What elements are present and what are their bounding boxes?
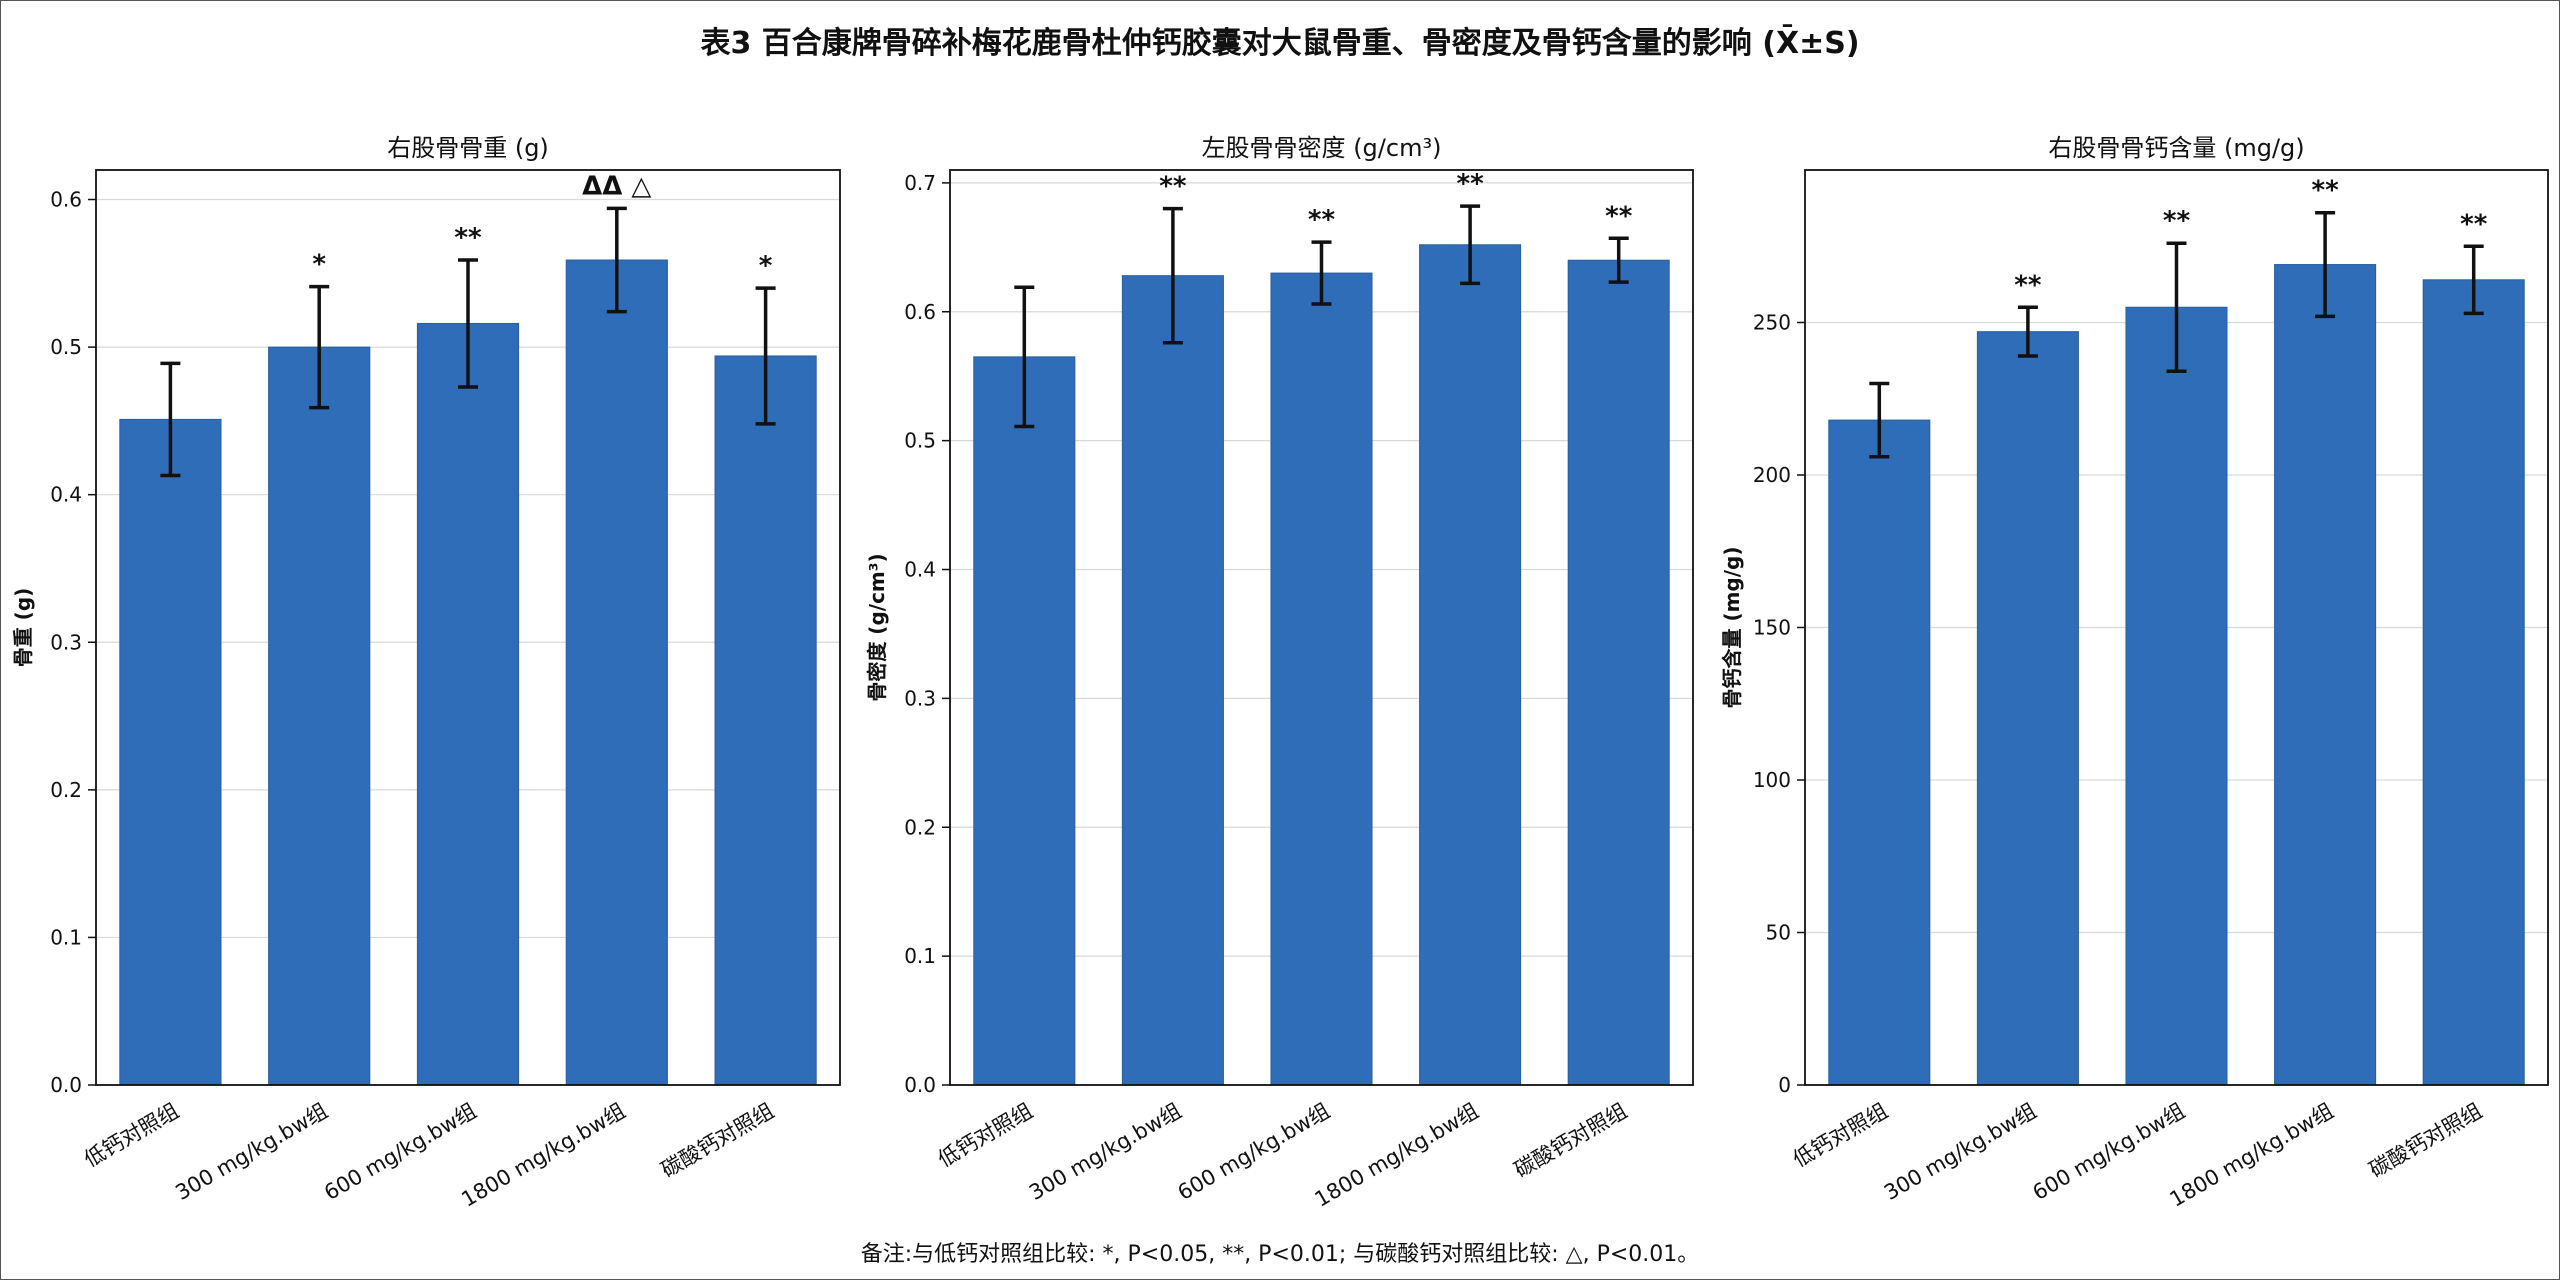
bar <box>2274 264 2377 1086</box>
y-tick-label: 0.4 <box>50 483 82 507</box>
x-tick-label: 碳酸钙对照组 <box>2365 1099 2486 1183</box>
x-tick-label: 低钙对照组 <box>934 1099 1037 1172</box>
bar <box>1976 331 2079 1086</box>
plot-frame <box>1804 169 2549 1086</box>
panel-title: 右股骨骨钙含量 (mg/g) <box>2048 134 2304 162</box>
bar <box>1828 419 1931 1086</box>
y-tick-label: 50 <box>1766 921 1791 945</box>
x-tick-label: 600 mg/kg.bw组 <box>320 1099 480 1205</box>
x-tick-label: 低钙对照组 <box>1789 1099 1892 1172</box>
plot-frame <box>95 169 841 1086</box>
x-tick-label: 600 mg/kg.bw组 <box>2029 1099 2189 1205</box>
bar <box>1121 275 1224 1086</box>
x-tick-label: 1800 mg/kg.bw组 <box>2166 1099 2338 1212</box>
bar <box>416 322 520 1086</box>
significance-label: * <box>759 251 773 281</box>
plot-frame <box>949 169 1694 1086</box>
significance-label: ** <box>2311 176 2339 206</box>
y-tick-label: 0.0 <box>904 1073 936 1097</box>
footnote: 备注:与低钙对照组比较: *, P<0.05, **, P<0.01; 与碳酸钙… <box>860 1242 1700 1267</box>
y-tick-label: 0.3 <box>50 630 82 654</box>
y-tick-label: 200 <box>1753 463 1791 487</box>
bar <box>973 356 1076 1086</box>
x-tick-label: 碳酸钙对照组 <box>657 1099 778 1183</box>
significance-label: ** <box>1605 201 1633 231</box>
chart-panel-1: 低钙对照组 * 300 mg/kg.bw组 ** 600 mg/kg.bw组 ΔΔ △ 18… <box>11 134 841 1212</box>
bar <box>565 259 668 1086</box>
bar <box>1419 244 1522 1086</box>
significance-label: ΔΔ △ <box>582 171 651 201</box>
x-tick-label: 碳酸钙对照组 <box>1510 1099 1631 1183</box>
y-tick-label: 250 <box>1753 311 1791 335</box>
y-tick-label: 0.6 <box>50 188 82 212</box>
y-tick-label: 150 <box>1753 616 1791 640</box>
bar <box>2422 279 2525 1086</box>
y-tick-label: 0.3 <box>904 686 936 710</box>
chart-panel-2: 低钙对照组 ** 300 mg/kg.bw组 ** 600 mg/kg.bw组 ** 180… <box>865 134 1694 1212</box>
x-tick-label: 300 mg/kg.bw组 <box>1880 1099 2040 1205</box>
bar <box>268 346 371 1086</box>
x-tick-label: 300 mg/kg.bw组 <box>1025 1099 1185 1205</box>
figure-title: 表3 百合康牌骨碎补梅花鹿骨杜仲钙胶囊对大鼠骨重、骨密度及骨钙含量的影响 (X̄… <box>700 26 1860 61</box>
y-tick-label: 0.5 <box>50 335 82 359</box>
significance-label: ** <box>1308 205 1336 235</box>
x-tick-label: 300 mg/kg.bw组 <box>171 1099 331 1205</box>
significance-label: ** <box>2014 270 2042 300</box>
bar <box>714 355 817 1086</box>
y-tick-label: 0.6 <box>904 300 936 324</box>
y-tick-label: 0.1 <box>50 925 82 949</box>
bar <box>119 418 222 1086</box>
significance-label: * <box>312 250 326 280</box>
y-axis-label: 骨钙含量 (mg/g) <box>1720 546 1744 708</box>
significance-label: ** <box>2460 209 2488 239</box>
bar <box>2125 306 2228 1086</box>
y-axis-label: 骨重 (g) <box>11 588 35 668</box>
panel-title: 右股骨骨重 (g) <box>387 134 549 162</box>
y-tick-label: 0.0 <box>50 1073 82 1097</box>
significance-label: ** <box>1159 172 1187 202</box>
significance-label: ** <box>1456 169 1484 199</box>
x-tick-label: 600 mg/kg.bw组 <box>1174 1099 1334 1205</box>
x-tick-label: 1800 mg/kg.bw组 <box>457 1099 629 1212</box>
significance-label: ** <box>2163 206 2191 236</box>
x-tick-label: 1800 mg/kg.bw组 <box>1311 1099 1483 1212</box>
chart-panel-3: 低钙对照组 ** 300 mg/kg.bw组 ** 600 mg/kg.bw组 ** 180… <box>1720 134 2549 1212</box>
y-tick-label: 0.2 <box>50 778 82 802</box>
y-tick-label: 0.7 <box>904 171 936 195</box>
x-tick-label: 低钙对照组 <box>80 1099 183 1172</box>
panel-title: 左股骨骨密度 (g/cm³) <box>1202 134 1442 162</box>
y-tick-label: 0.5 <box>904 429 936 453</box>
y-tick-label: 0.2 <box>904 815 936 839</box>
y-axis-label: 骨密度 (g/cm³) <box>865 553 889 701</box>
bar <box>1567 259 1670 1086</box>
bar <box>1270 272 1373 1086</box>
y-tick-label: 0.4 <box>904 558 936 582</box>
y-tick-label: 0.1 <box>904 944 936 968</box>
significance-label: ** <box>454 223 482 253</box>
y-tick-label: 0 <box>1778 1073 1791 1097</box>
y-tick-label: 100 <box>1753 768 1791 792</box>
